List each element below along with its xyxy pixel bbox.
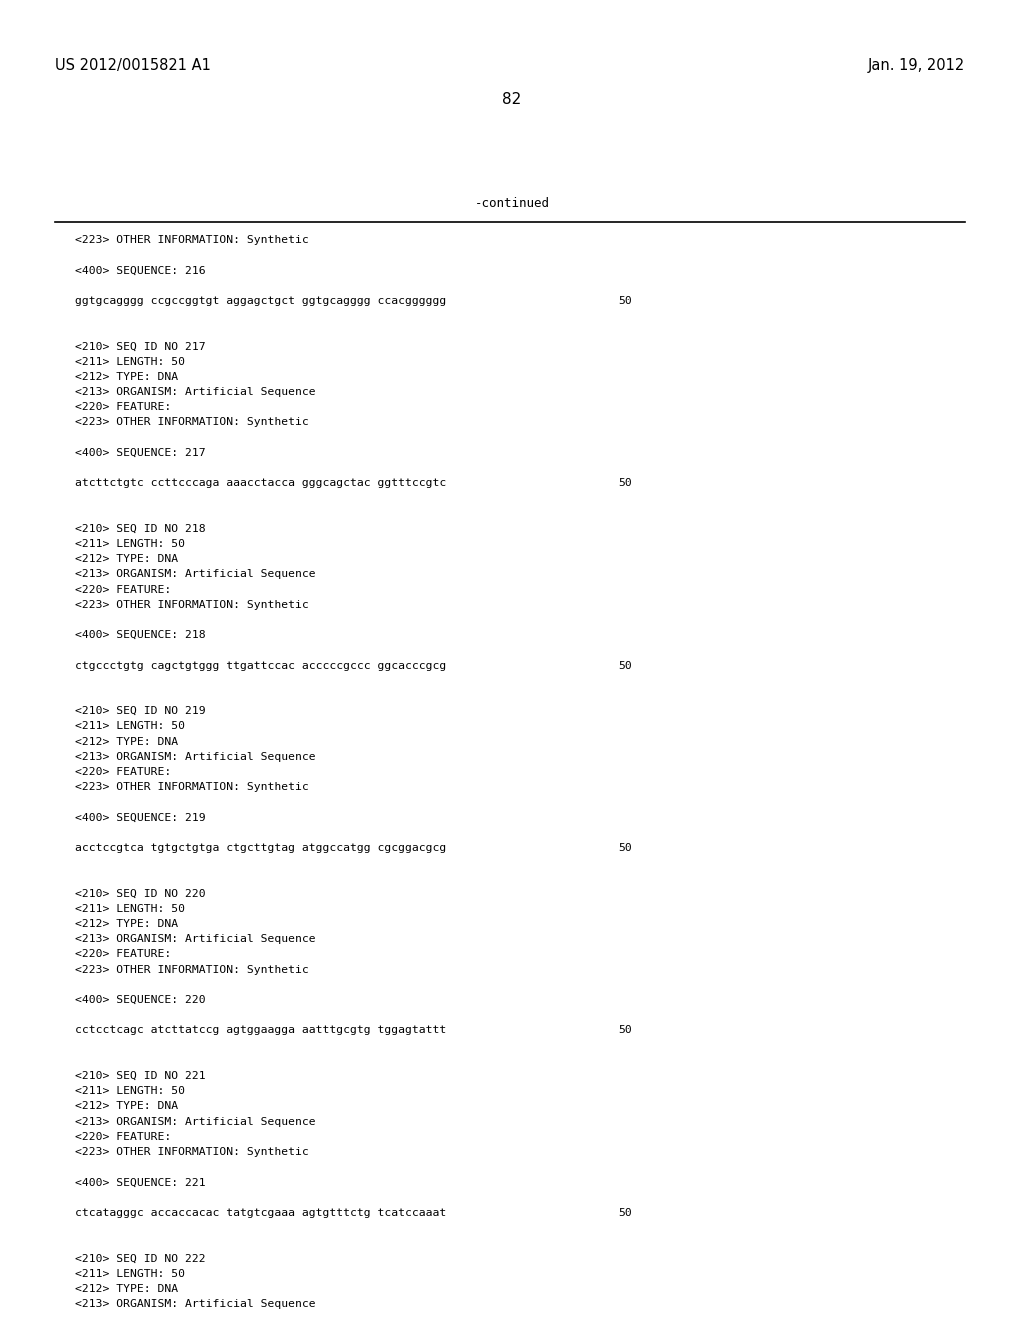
Text: cctcctcagc atcttatccg agtggaagga aatttgcgtg tggagtattt: cctcctcagc atcttatccg agtggaagga aatttgc… (75, 1026, 446, 1035)
Text: -continued: -continued (474, 197, 550, 210)
Text: <211> LENGTH: 50: <211> LENGTH: 50 (75, 904, 185, 913)
Text: <213> ORGANISM: Artificial Sequence: <213> ORGANISM: Artificial Sequence (75, 569, 315, 579)
Text: <213> ORGANISM: Artificial Sequence: <213> ORGANISM: Artificial Sequence (75, 1299, 315, 1309)
Text: <212> TYPE: DNA: <212> TYPE: DNA (75, 737, 178, 747)
Text: <213> ORGANISM: Artificial Sequence: <213> ORGANISM: Artificial Sequence (75, 1117, 315, 1126)
Text: <212> TYPE: DNA: <212> TYPE: DNA (75, 1284, 178, 1294)
Text: <223> OTHER INFORMATION: Synthetic: <223> OTHER INFORMATION: Synthetic (75, 1147, 309, 1158)
Text: <213> ORGANISM: Artificial Sequence: <213> ORGANISM: Artificial Sequence (75, 752, 315, 762)
Text: <220> FEATURE:: <220> FEATURE: (75, 585, 171, 594)
Text: 50: 50 (618, 296, 632, 306)
Text: <220> FEATURE:: <220> FEATURE: (75, 1131, 171, 1142)
Text: <400> SEQUENCE: 216: <400> SEQUENCE: 216 (75, 265, 206, 276)
Text: ctcatagggc accaccacac tatgtcgaaa agtgtttctg tcatccaaat: ctcatagggc accaccacac tatgtcgaaa agtgttt… (75, 1208, 446, 1218)
Text: <210> SEQ ID NO 222: <210> SEQ ID NO 222 (75, 1254, 206, 1263)
Text: <210> SEQ ID NO 217: <210> SEQ ID NO 217 (75, 342, 206, 351)
Text: atcttctgtc ccttcccaga aaacctacca gggcagctac ggtttccgtc: atcttctgtc ccttcccaga aaacctacca gggcagc… (75, 478, 446, 488)
Text: <223> OTHER INFORMATION: Synthetic: <223> OTHER INFORMATION: Synthetic (75, 417, 309, 428)
Text: <212> TYPE: DNA: <212> TYPE: DNA (75, 919, 178, 929)
Text: <210> SEQ ID NO 218: <210> SEQ ID NO 218 (75, 524, 206, 533)
Text: <212> TYPE: DNA: <212> TYPE: DNA (75, 372, 178, 381)
Text: <212> TYPE: DNA: <212> TYPE: DNA (75, 554, 178, 564)
Text: Jan. 19, 2012: Jan. 19, 2012 (867, 58, 965, 73)
Text: <400> SEQUENCE: 220: <400> SEQUENCE: 220 (75, 995, 206, 1005)
Text: <223> OTHER INFORMATION: Synthetic: <223> OTHER INFORMATION: Synthetic (75, 965, 309, 974)
Text: <223> OTHER INFORMATION: Synthetic: <223> OTHER INFORMATION: Synthetic (75, 783, 309, 792)
Text: <220> FEATURE:: <220> FEATURE: (75, 403, 171, 412)
Text: <220> FEATURE:: <220> FEATURE: (75, 767, 171, 777)
Text: acctccgtca tgtgctgtga ctgcttgtag atggccatgg cgcggacgcg: acctccgtca tgtgctgtga ctgcttgtag atggcca… (75, 843, 446, 853)
Text: <211> LENGTH: 50: <211> LENGTH: 50 (75, 356, 185, 367)
Text: 82: 82 (503, 92, 521, 107)
Text: <210> SEQ ID NO 220: <210> SEQ ID NO 220 (75, 888, 206, 899)
Text: ggtgcagggg ccgccggtgt aggagctgct ggtgcagggg ccacgggggg: ggtgcagggg ccgccggtgt aggagctgct ggtgcag… (75, 296, 446, 306)
Text: <400> SEQUENCE: 221: <400> SEQUENCE: 221 (75, 1177, 206, 1188)
Text: <220> FEATURE:: <220> FEATURE: (75, 949, 171, 960)
Text: <400> SEQUENCE: 219: <400> SEQUENCE: 219 (75, 813, 206, 822)
Text: <213> ORGANISM: Artificial Sequence: <213> ORGANISM: Artificial Sequence (75, 387, 315, 397)
Text: ctgccctgtg cagctgtggg ttgattccac acccccgccc ggcacccgcg: ctgccctgtg cagctgtggg ttgattccac acccccg… (75, 660, 446, 671)
Text: 50: 50 (618, 1208, 632, 1218)
Text: <211> LENGTH: 50: <211> LENGTH: 50 (75, 539, 185, 549)
Text: <211> LENGTH: 50: <211> LENGTH: 50 (75, 1269, 185, 1279)
Text: 50: 50 (618, 478, 632, 488)
Text: <210> SEQ ID NO 221: <210> SEQ ID NO 221 (75, 1071, 206, 1081)
Text: <400> SEQUENCE: 217: <400> SEQUENCE: 217 (75, 447, 206, 458)
Text: <211> LENGTH: 50: <211> LENGTH: 50 (75, 722, 185, 731)
Text: <400> SEQUENCE: 218: <400> SEQUENCE: 218 (75, 630, 206, 640)
Text: 50: 50 (618, 1026, 632, 1035)
Text: <212> TYPE: DNA: <212> TYPE: DNA (75, 1101, 178, 1111)
Text: <210> SEQ ID NO 219: <210> SEQ ID NO 219 (75, 706, 206, 717)
Text: US 2012/0015821 A1: US 2012/0015821 A1 (55, 58, 211, 73)
Text: <213> ORGANISM: Artificial Sequence: <213> ORGANISM: Artificial Sequence (75, 935, 315, 944)
Text: 50: 50 (618, 843, 632, 853)
Text: <223> OTHER INFORMATION: Synthetic: <223> OTHER INFORMATION: Synthetic (75, 599, 309, 610)
Text: <223> OTHER INFORMATION: Synthetic: <223> OTHER INFORMATION: Synthetic (75, 235, 309, 246)
Text: <211> LENGTH: 50: <211> LENGTH: 50 (75, 1086, 185, 1096)
Text: 50: 50 (618, 660, 632, 671)
